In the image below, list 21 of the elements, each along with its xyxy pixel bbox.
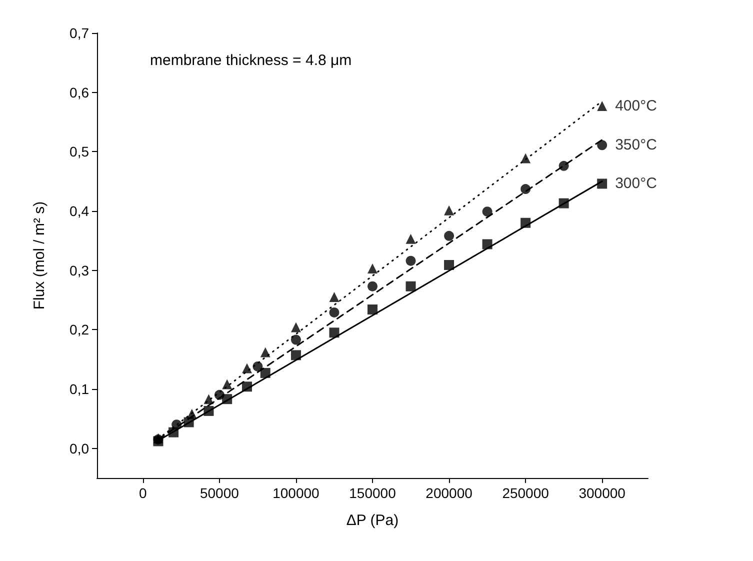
y-tick-label: 0,1 <box>70 381 90 397</box>
x-tick-label: 0 <box>139 485 148 501</box>
series-label: 400°C <box>615 97 658 114</box>
y-tick-label: 0,7 <box>70 25 90 41</box>
y-tick-label: 0,5 <box>70 144 90 160</box>
x-tick-label: 250000 <box>502 485 550 501</box>
y-axis-title: Flux (mol / m² s) <box>31 201 48 310</box>
x-tick-label: 100000 <box>272 485 320 501</box>
y-tick-label: 0,0 <box>70 440 90 456</box>
y-tick-label: 0,4 <box>70 203 90 219</box>
x-tick-label: 200000 <box>426 485 473 501</box>
x-tick-label: 150000 <box>349 485 396 501</box>
y-tick-label: 0,3 <box>70 262 90 278</box>
x-tick-label: 50000 <box>200 485 240 501</box>
annotation: membrane thickness = 4.8 μm <box>150 52 352 69</box>
y-tick-label: 0,6 <box>70 84 90 100</box>
series-label: 350°C <box>615 136 658 154</box>
series-label: 300°C <box>615 175 658 192</box>
x-axis-title: ΔP (Pa) <box>346 512 399 529</box>
y-tick-label: 0,2 <box>70 322 90 338</box>
x-tick-label: 300000 <box>578 485 626 501</box>
